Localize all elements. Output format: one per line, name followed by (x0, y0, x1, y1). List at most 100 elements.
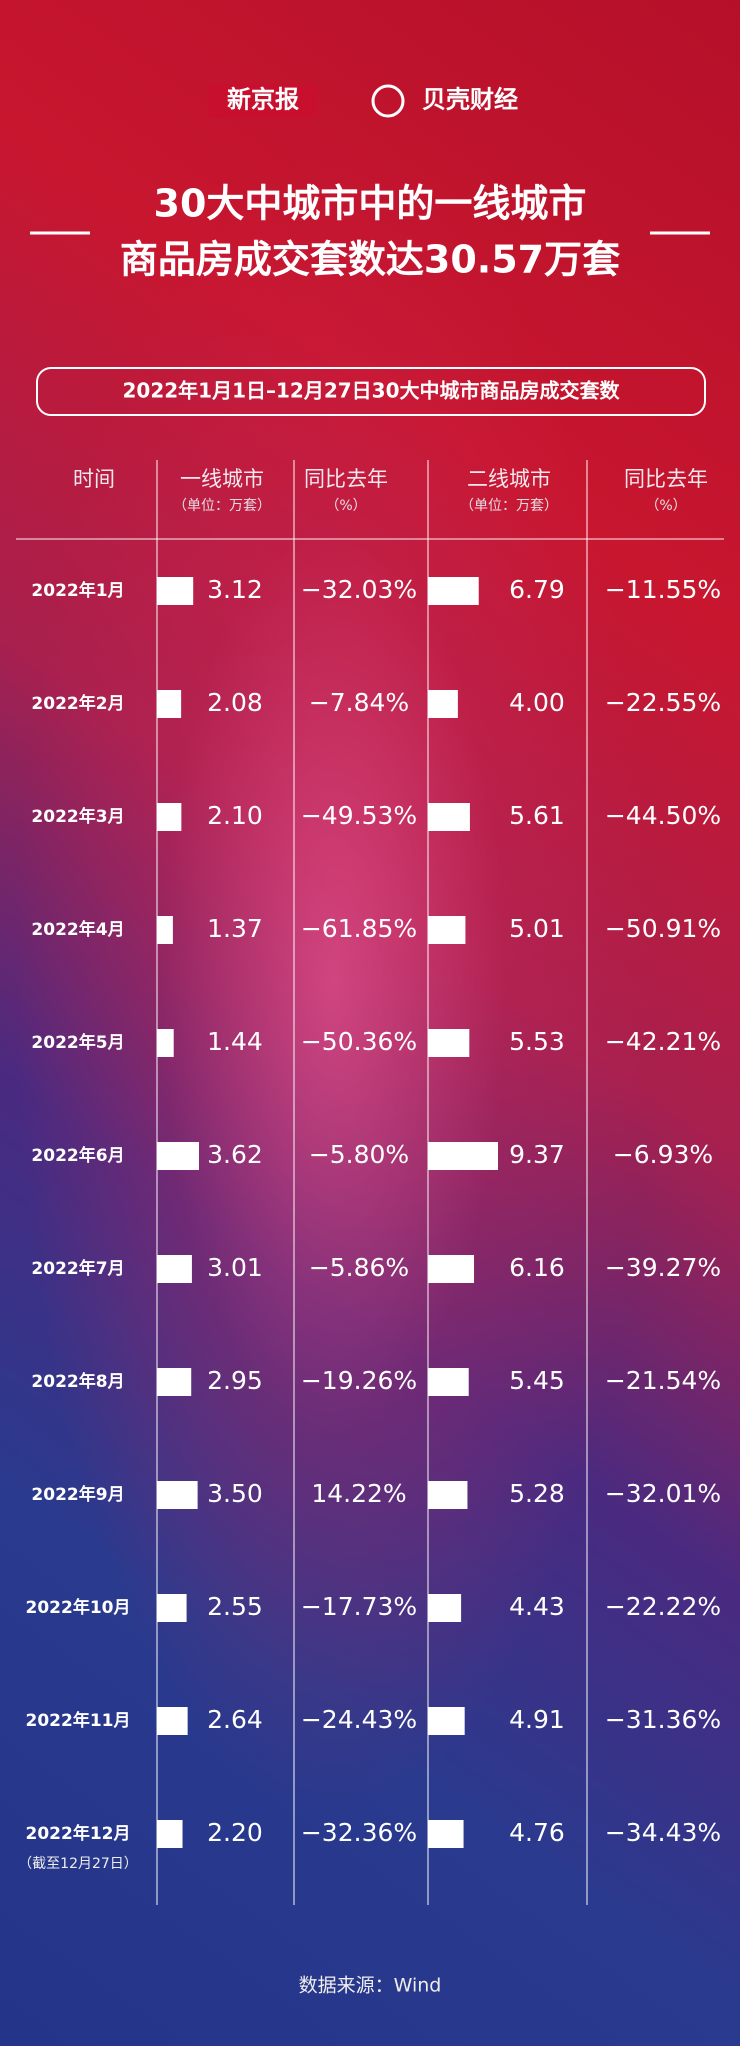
tier2-yoy: −42.21% (605, 1027, 721, 1056)
tier2-value: 6.79 (509, 575, 565, 604)
tier1-bar (157, 1368, 192, 1396)
month-label: 2022年1月 (31, 580, 124, 601)
source: 数据来源：Wind (299, 1975, 442, 1997)
tier2-yoy: −31.36% (605, 1705, 721, 1734)
tier2-bar (428, 803, 470, 831)
tier1-bar (157, 803, 182, 831)
tier2-yoy: −44.50% (605, 801, 721, 830)
tier1-yoy: −49.53% (301, 801, 417, 830)
tier2-yoy: −6.93% (613, 1140, 713, 1169)
month-label: 2022年9月 (31, 1484, 124, 1505)
tier2-value: 4.91 (509, 1705, 565, 1734)
tier1-yoy: 14.22% (311, 1479, 406, 1508)
tier2-value: 6.16 (509, 1253, 565, 1282)
tier1-value: 2.55 (207, 1592, 263, 1621)
column-header: 二线城市 (467, 467, 551, 491)
tier1-bar (157, 1255, 192, 1283)
tier2-yoy: −22.55% (605, 688, 721, 717)
tier2-bar (428, 1594, 462, 1622)
tier2-yoy: −22.22% (605, 1592, 721, 1621)
tier1-yoy: −5.86% (309, 1253, 409, 1282)
tier2-value: 4.43 (509, 1592, 565, 1621)
tier1-value: 1.37 (207, 914, 263, 943)
tier1-value: 2.95 (207, 1366, 263, 1395)
tier1-bar (157, 1594, 187, 1622)
title-line: 30大中城市中的一线城市 (154, 182, 587, 226)
month-label: 2022年7月 (31, 1258, 124, 1279)
tier1-bar (157, 577, 194, 605)
tier1-yoy: −17.73% (301, 1592, 417, 1621)
tier1-value: 3.62 (207, 1140, 263, 1169)
column-header: 同比去年 (304, 467, 388, 491)
tier2-yoy: −32.01% (605, 1479, 721, 1508)
tier2-yoy: −11.55% (605, 575, 721, 604)
month-label: 2022年11月 (26, 1710, 131, 1731)
tier1-bar (157, 1029, 174, 1057)
tier2-value: 5.53 (509, 1027, 565, 1056)
month-label: 2022年10月 (26, 1597, 131, 1618)
tier1-value: 2.64 (207, 1705, 263, 1734)
month-label: 2022年2月 (31, 693, 124, 714)
month-label: 2022年5月 (31, 1032, 124, 1053)
tier1-value: 2.20 (207, 1818, 263, 1847)
tier1-yoy: −7.84% (309, 688, 409, 717)
column-header: 同比去年 (624, 467, 708, 491)
tier1-yoy: −61.85% (301, 914, 417, 943)
month-label: 2022年12月 (26, 1823, 131, 1844)
tier1-bar (157, 916, 173, 944)
tier1-value: 3.50 (207, 1479, 263, 1508)
tier1-value: 1.44 (207, 1027, 263, 1056)
month-label: 2022年6月 (31, 1145, 124, 1166)
tier1-value: 2.10 (207, 801, 263, 830)
table: 时间 一线城市 （单位：万套） 同比去年 （%） 二线城市 （单位：万套） 同比去年 （%） 20… (16, 460, 724, 1905)
tier2-value: 9.37 (509, 1140, 565, 1169)
title-line: 商品房成交套数达30.57万套 (120, 238, 620, 282)
tier2-yoy: −39.27% (605, 1253, 721, 1282)
tier2-bar (428, 690, 458, 718)
column-unit: （%） (325, 498, 366, 514)
tier2-bar (428, 1142, 498, 1170)
tier1-bar (157, 1820, 183, 1848)
tier2-bar (428, 577, 479, 605)
month-label: 2022年8月 (31, 1371, 124, 1392)
tier2-value: 5.28 (509, 1479, 565, 1508)
tier2-bar (428, 1255, 475, 1283)
tier2-bar (428, 1368, 469, 1396)
tier2-yoy: −34.43% (605, 1818, 721, 1847)
tier1-yoy: −32.03% (301, 575, 417, 604)
tier1-yoy: −19.26% (301, 1366, 417, 1395)
tier1-bar (157, 1481, 198, 1509)
tier1-bar (157, 1142, 199, 1170)
tier2-yoy: −21.54% (605, 1366, 721, 1395)
month-label: 2022年4月 (31, 919, 124, 940)
logo-bkcj: 贝壳财经 (422, 85, 518, 114)
tier1-yoy: −24.43% (301, 1705, 417, 1734)
month-label: 2022年3月 (31, 806, 124, 827)
subtitle-box (36, 367, 706, 416)
column-unit: （单位：万套） (173, 498, 271, 514)
tier2-value: 5.45 (509, 1366, 565, 1395)
tier2-yoy: −50.91% (605, 914, 721, 943)
column-unit: （%） (645, 498, 686, 514)
tier2-value: 5.61 (509, 801, 565, 830)
tier2-bar (428, 1820, 464, 1848)
tier1-yoy: −50.36% (301, 1027, 417, 1056)
month-note: （截至12月27日） (18, 1856, 138, 1872)
tier1-value: 3.12 (207, 575, 263, 604)
column-unit: （单位：万套） (460, 498, 558, 514)
tier1-yoy: −32.36% (301, 1818, 417, 1847)
tier1-bar (157, 690, 182, 718)
column-header: 时间 (73, 467, 115, 491)
tier1-value: 3.01 (207, 1253, 263, 1282)
tier1-value: 2.08 (207, 688, 263, 717)
tier1-bar (157, 1707, 188, 1735)
logo-box (208, 84, 318, 118)
tier2-value: 4.76 (509, 1818, 565, 1847)
tier2-value: 5.01 (509, 914, 565, 943)
column-header: 一线城市 (180, 467, 264, 491)
tier2-bar (428, 916, 466, 944)
subtitle: 2022年1月1日–12月27日30大中城市商品房成交套数 (123, 379, 621, 403)
logo-icon (371, 84, 405, 118)
